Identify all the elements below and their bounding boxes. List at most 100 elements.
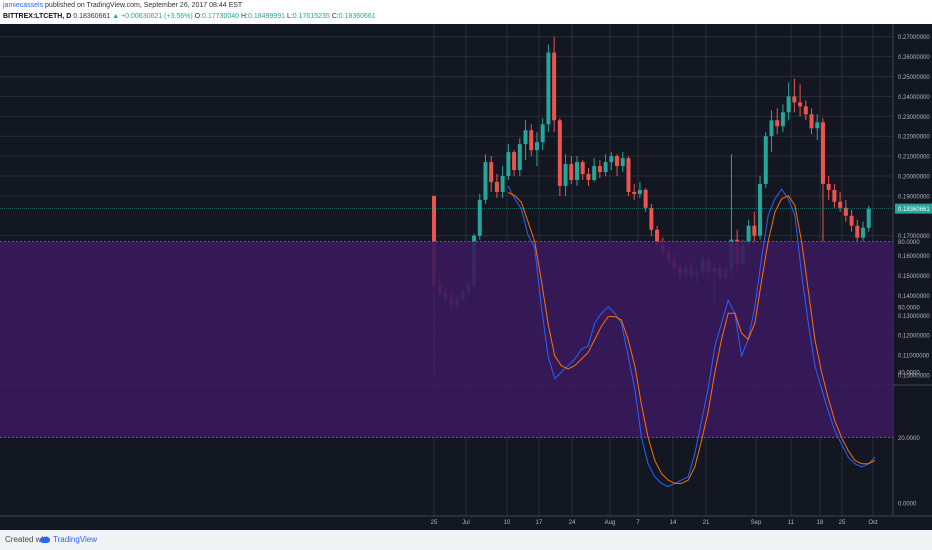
tradingview-logo[interactable]: TradingView bbox=[40, 535, 97, 544]
time-tick-label: 11 bbox=[788, 520, 795, 526]
candle bbox=[563, 154, 568, 196]
candle bbox=[517, 138, 522, 176]
time-tick-label: Aug bbox=[605, 520, 616, 526]
candle-body bbox=[866, 208, 871, 228]
price-tick-label: 0.21000000 bbox=[898, 155, 930, 161]
change-value: +0.00630621 (+3.56%) bbox=[121, 13, 193, 20]
price-chart[interactable]: 0.27000000 0.26000000 0.25000000 0.24000000… bbox=[0, 24, 932, 530]
candle bbox=[780, 104, 785, 133]
candle bbox=[866, 205, 871, 232]
candle-body bbox=[592, 166, 597, 180]
candle bbox=[769, 110, 774, 153]
publish-info: jamiecassels published on TradingView.co… bbox=[3, 2, 242, 9]
candle-body bbox=[597, 166, 602, 173]
last-price: 0.18360661 bbox=[73, 13, 111, 20]
candle-body bbox=[803, 106, 808, 115]
candle-body bbox=[569, 164, 574, 180]
candle-body bbox=[815, 122, 820, 129]
time-tick-label: 7 bbox=[636, 520, 640, 526]
candle bbox=[489, 156, 494, 192]
open-label: O: bbox=[194, 13, 203, 20]
high-label: H: bbox=[241, 13, 248, 20]
candle bbox=[649, 203, 654, 236]
candle-body bbox=[575, 162, 579, 180]
candle bbox=[500, 166, 505, 198]
candle bbox=[809, 108, 814, 135]
time-tick-label: 14 bbox=[670, 520, 677, 526]
high-value: 0.18499991 bbox=[248, 13, 285, 20]
candle-body bbox=[820, 122, 825, 184]
candle bbox=[529, 124, 534, 157]
candle bbox=[477, 193, 482, 240]
stoch-tick-label: 40.0000 bbox=[898, 371, 920, 377]
price-tick-label: 0.19000000 bbox=[898, 194, 930, 200]
candle bbox=[758, 176, 763, 240]
candle bbox=[506, 144, 511, 180]
candle-body bbox=[529, 130, 534, 151]
candle bbox=[849, 209, 854, 232]
candle-body bbox=[649, 207, 654, 230]
candle-body bbox=[563, 164, 568, 186]
stoch-band bbox=[0, 241, 893, 438]
candle bbox=[586, 168, 591, 186]
author-link[interactable]: jamiecassels bbox=[3, 2, 44, 9]
time-tick-label: 17 bbox=[536, 520, 543, 526]
candle-body bbox=[523, 130, 528, 145]
candle-body bbox=[432, 195, 436, 286]
time-tick-label: Oct bbox=[868, 520, 878, 526]
time-tick-label: 10 bbox=[504, 520, 511, 526]
candle bbox=[534, 132, 539, 167]
low-value: 0.17615235 bbox=[292, 13, 330, 20]
candle bbox=[861, 221, 865, 242]
candle bbox=[512, 150, 517, 176]
price-tick-label: 0.14000000 bbox=[898, 294, 930, 300]
candle bbox=[775, 108, 780, 135]
price-tick-label: 0.23000000 bbox=[898, 115, 930, 121]
candle-body bbox=[861, 227, 865, 238]
candle bbox=[826, 176, 831, 200]
price-tick-label: 0.12000000 bbox=[898, 334, 930, 340]
candle-body bbox=[615, 156, 620, 167]
candle-body bbox=[843, 207, 848, 216]
time-tick-label: 25 bbox=[431, 520, 438, 526]
brand-name: TradingView bbox=[53, 535, 98, 544]
candle-body bbox=[792, 96, 797, 103]
candle-body bbox=[620, 158, 625, 167]
candle-body bbox=[489, 162, 494, 182]
candle bbox=[609, 152, 614, 171]
candle-body bbox=[826, 183, 831, 190]
stoch-tick-label: 20.0000 bbox=[898, 436, 920, 442]
price-tick-label: 0.13000000 bbox=[898, 314, 930, 320]
time-tick-label: 18 bbox=[817, 520, 824, 526]
price-tick-label: 0.27000000 bbox=[898, 35, 930, 41]
candle bbox=[855, 219, 860, 244]
price-tick-label: 0.11000000 bbox=[898, 354, 930, 360]
price-tick-label: 0.22000000 bbox=[898, 135, 930, 141]
candle bbox=[483, 154, 488, 204]
candle-body bbox=[546, 52, 551, 125]
candle-body bbox=[809, 114, 814, 129]
candle bbox=[832, 183, 837, 208]
candle-body bbox=[838, 201, 843, 208]
stoch-tick-label: 80.0000 bbox=[898, 240, 920, 246]
candle bbox=[786, 82, 791, 121]
candle-body bbox=[763, 136, 768, 184]
candle-body bbox=[517, 144, 522, 171]
candle-body bbox=[552, 52, 557, 121]
close-label: C: bbox=[331, 13, 339, 20]
candle bbox=[575, 156, 579, 186]
time-tick-label: 25 bbox=[839, 520, 846, 526]
price-tick-label: 0.15000000 bbox=[898, 274, 930, 280]
ohlc-legend: BITTREX:LTCETH, D 0.18360661 ▲ +0.006306… bbox=[3, 13, 376, 20]
candle bbox=[552, 36, 557, 133]
candle-body bbox=[637, 189, 642, 194]
chart-header: jamiecassels published on TradingView.co… bbox=[0, 0, 932, 24]
candle-body bbox=[855, 225, 860, 238]
candle bbox=[580, 160, 585, 180]
candle bbox=[643, 187, 648, 212]
price-tick-label: 0.17000000 bbox=[898, 234, 930, 240]
stoch-series-line bbox=[507, 191, 876, 484]
candle bbox=[803, 100, 808, 121]
candle-body bbox=[786, 96, 791, 113]
candle-body bbox=[586, 174, 591, 180]
